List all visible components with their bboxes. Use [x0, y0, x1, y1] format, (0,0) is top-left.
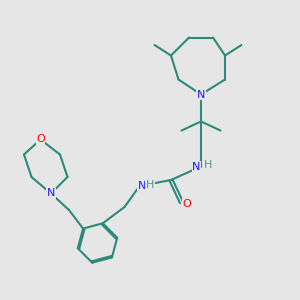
- Text: N: N: [47, 188, 55, 199]
- Text: O: O: [36, 134, 45, 145]
- Text: N: N: [138, 181, 146, 191]
- Text: H: H: [203, 160, 212, 170]
- Text: N: N: [197, 89, 205, 100]
- Text: N: N: [192, 161, 201, 172]
- Text: N: N: [47, 188, 55, 199]
- Text: H: H: [146, 179, 154, 190]
- Text: O: O: [182, 199, 191, 209]
